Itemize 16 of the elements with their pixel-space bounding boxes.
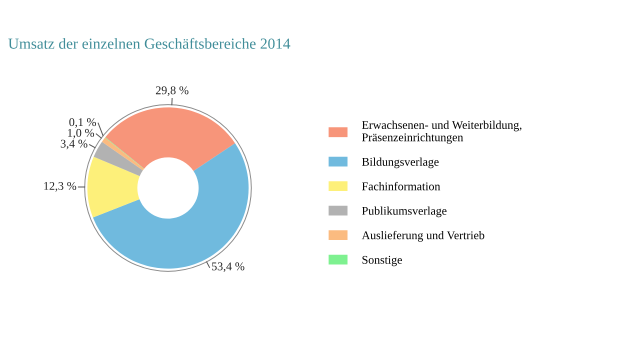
data-label: 53,4 % bbox=[212, 262, 244, 272]
chart-title: Umsatz der einzelnen Geschäftsbereiche 2014 bbox=[8, 38, 290, 49]
data-label: 29,8 % bbox=[156, 86, 188, 96]
donut-slice bbox=[105, 107, 236, 171]
data-label: 12,3 % bbox=[44, 182, 76, 192]
data-label: 3,4 % bbox=[60, 140, 88, 150]
data-label: 1,0 % bbox=[68, 128, 94, 139]
legend-label: Sonstige bbox=[362, 256, 402, 266]
donut-slice bbox=[87, 156, 140, 218]
legend-label: Fachinformation bbox=[362, 182, 440, 190]
data-label: 0,1 % bbox=[69, 118, 96, 128]
legend-label: Erwachsenen- und Weiterbildung, Präsenzeinrichtungen bbox=[362, 120, 522, 144]
legend-label: Publikumsverlage bbox=[362, 206, 447, 218]
legend-label: Auslieferung und Vertrieb bbox=[362, 230, 484, 242]
donut-slice bbox=[94, 142, 143, 176]
legend-label: Bildungsverlage bbox=[362, 158, 439, 168]
